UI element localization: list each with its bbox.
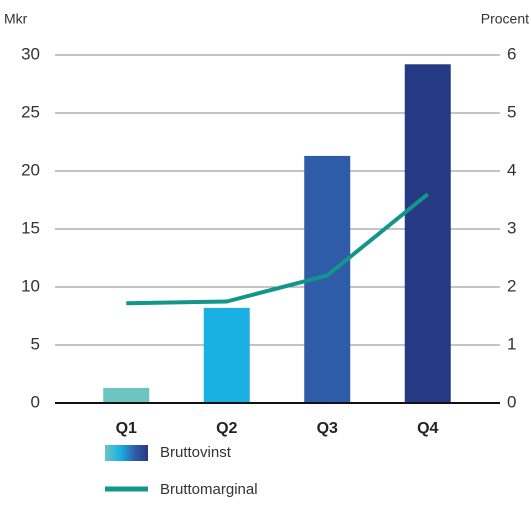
bar	[203, 307, 250, 403]
y-axis-label: Mkr	[4, 11, 28, 27]
y-tick-label: 15	[21, 218, 40, 237]
y2-tick-label: 4	[507, 160, 516, 179]
y-tick-label: 0	[31, 392, 40, 411]
y-tick-label: 30	[21, 44, 40, 63]
y2-axis-label: Procent	[481, 11, 529, 27]
y2-tick-label: 1	[507, 334, 516, 353]
y-tick-label: 10	[21, 276, 40, 295]
line	[126, 192, 430, 306]
x-tick-label: Q2	[216, 420, 237, 437]
legend-label: Bruttomarginal	[160, 481, 258, 498]
y-tick-label: 25	[21, 102, 40, 121]
y-tick-label: 20	[21, 160, 40, 179]
x-tick-label: Q1	[116, 420, 137, 437]
y2-tick-label: 0	[507, 392, 516, 411]
bar	[103, 387, 150, 403]
x-tick-label: Q3	[317, 420, 338, 437]
legend-label: Bruttovinst	[160, 444, 232, 461]
y2-tick-label: 3	[507, 218, 516, 237]
y-tick-label: 5	[31, 334, 40, 353]
y2-tick-label: 6	[507, 44, 516, 63]
x-tick-label: Q4	[417, 420, 438, 437]
y2-tick-label: 2	[507, 276, 516, 295]
legend-swatch	[105, 445, 148, 461]
y2-tick-label: 5	[507, 102, 516, 121]
bar	[404, 64, 451, 403]
